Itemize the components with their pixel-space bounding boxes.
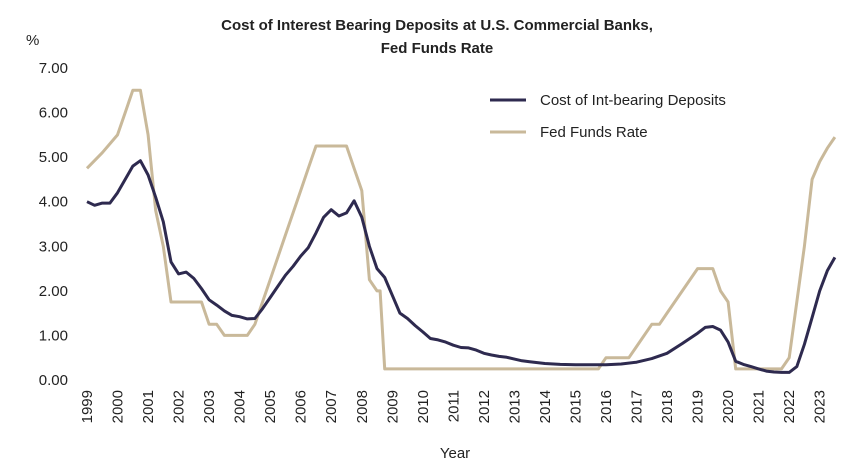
x-tick-label: 2015 — [567, 390, 584, 423]
x-tick-label: 2008 — [354, 390, 371, 423]
line-series — [85, 88, 837, 371]
x-tick-label: 2016 — [598, 390, 615, 423]
line-series — [86, 159, 837, 374]
y-tick-label: 3.00 — [39, 238, 68, 255]
x-tick-label: 2022 — [781, 390, 798, 423]
chart-title: Fed Funds Rate — [381, 40, 494, 57]
x-tick-label: 2009 — [384, 390, 401, 423]
x-tick-label: 2006 — [293, 390, 310, 423]
legend-label: Fed Funds Rate — [540, 124, 648, 141]
x-tick-label: 2004 — [232, 390, 249, 423]
y-tick-label: 5.00 — [39, 149, 68, 166]
x-tick-label: 2011 — [445, 390, 462, 422]
x-tick-label: 2021 — [751, 390, 768, 423]
y-axis-label: % — [26, 32, 39, 49]
y-tick-label: 2.00 — [39, 283, 68, 300]
x-tick-label: 2013 — [506, 390, 523, 423]
x-tick-label: 2020 — [720, 390, 737, 423]
x-tick-label: 2017 — [629, 390, 646, 423]
x-tick-label: 2012 — [476, 390, 493, 423]
x-tick-label: 2000 — [110, 390, 127, 423]
x-tick-label: 2001 — [140, 390, 157, 423]
x-tick-label: 2019 — [690, 390, 707, 423]
x-tick-label: 2023 — [812, 390, 829, 423]
x-tick-label: 2003 — [201, 390, 218, 423]
y-tick-label: 0.00 — [39, 372, 68, 389]
x-tick-label: 2002 — [171, 390, 188, 423]
legend-label: Cost of Int-bearing Deposits — [540, 92, 726, 109]
x-axis-label: Year — [440, 445, 470, 462]
x-tick-label: 2005 — [262, 390, 279, 423]
x-tick-label: 2010 — [415, 390, 432, 423]
y-tick-label: 7.00 — [39, 60, 68, 77]
x-tick-label: 2014 — [537, 390, 554, 423]
x-tick-label: 1999 — [79, 390, 96, 423]
x-tick-label: 2018 — [659, 390, 676, 423]
y-tick-label: 4.00 — [39, 194, 68, 211]
y-tick-label: 6.00 — [39, 105, 68, 122]
chart-title: Cost of Interest Bearing Deposits at U.S… — [221, 17, 653, 34]
y-tick-label: 1.00 — [39, 327, 68, 344]
x-tick-label: 2007 — [323, 390, 340, 423]
